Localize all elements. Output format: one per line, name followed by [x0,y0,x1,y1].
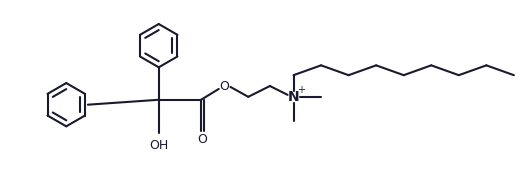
Text: O: O [220,80,230,94]
Text: OH: OH [149,139,168,152]
Text: N: N [288,90,299,104]
Text: +: + [297,85,305,95]
Text: O: O [197,133,207,146]
